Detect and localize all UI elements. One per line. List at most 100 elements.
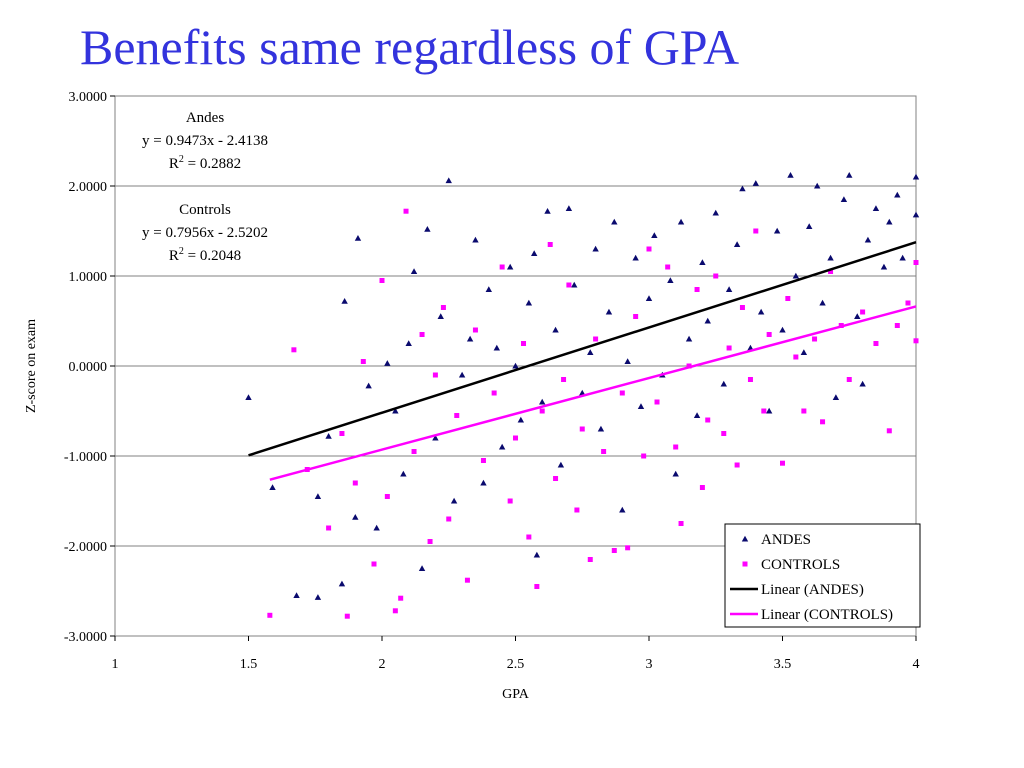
controls-point	[419, 332, 425, 337]
andes-point	[565, 205, 573, 212]
andes-point	[571, 281, 578, 288]
andes-point	[445, 177, 452, 184]
trendlines	[248, 241, 917, 481]
andes-point	[725, 286, 733, 293]
controls-point	[291, 347, 297, 353]
x-tick-label: 3	[646, 657, 653, 672]
regression-annotation: Andes y = 0.9473x - 2.4138 R2 = 0.2882	[142, 110, 268, 172]
andes-point	[539, 398, 546, 405]
andes-point	[814, 182, 821, 189]
andes-point	[624, 358, 631, 365]
andes-point	[525, 299, 533, 306]
andes-point	[506, 263, 514, 270]
legend-item: Linear (CONTROLS)	[730, 607, 893, 623]
controls-point	[526, 534, 532, 540]
controls-point	[734, 462, 740, 468]
andes-point	[720, 380, 727, 387]
annotation-r-squared: R2 = 0.2048	[169, 246, 241, 264]
controls-point	[379, 278, 385, 283]
andes-point	[365, 382, 372, 389]
controls-point	[654, 399, 660, 405]
andes-point	[512, 362, 519, 369]
series-controls	[267, 208, 919, 619]
x-tick-label: 4	[913, 657, 920, 672]
controls-point	[440, 305, 446, 310]
y-axis-title: Z-score on exam	[24, 319, 39, 413]
y-tick-label: 2.0000	[69, 180, 108, 195]
andes-point	[912, 173, 920, 180]
andes-point	[557, 461, 565, 468]
controls-point	[371, 561, 377, 567]
andes-point	[637, 403, 645, 410]
andes-point	[840, 196, 848, 203]
andes-point	[792, 272, 800, 279]
axes: 3.0000 2.0000 1.0000 0.0000 -1.0000 -2.0000 -3…	[64, 90, 920, 672]
andes-point	[338, 580, 346, 587]
controls-point	[665, 264, 671, 270]
andes-point	[592, 245, 599, 252]
andes-point	[605, 308, 613, 315]
controls-point	[780, 460, 785, 466]
legend-item: CONTROLS	[742, 557, 840, 573]
andes-point	[450, 497, 458, 504]
controls-point	[646, 246, 652, 252]
andes-point	[733, 241, 741, 248]
andes-point	[405, 340, 412, 347]
controls-point	[905, 300, 911, 306]
andes-point	[269, 484, 276, 491]
legend-triangle-icon	[741, 535, 749, 542]
andes-point	[872, 205, 880, 212]
controls-point	[352, 480, 358, 486]
legend-item: Linear (ANDES)	[730, 582, 864, 598]
controls-point	[384, 494, 390, 499]
andes-point	[806, 223, 813, 230]
controls-point	[766, 332, 772, 337]
andes-point	[672, 470, 679, 477]
controls-point	[579, 426, 585, 432]
andes-point	[587, 349, 594, 356]
andes-point	[693, 412, 701, 419]
trendline-andes	[248, 241, 917, 457]
y-tick-label: -2.0000	[64, 540, 107, 555]
legend-square-icon	[742, 561, 748, 567]
andes-point	[912, 211, 920, 218]
controls-point	[472, 327, 478, 333]
controls-point	[694, 287, 700, 292]
andes-point	[373, 524, 380, 531]
controls-point	[398, 595, 404, 601]
andes-point	[314, 493, 322, 500]
controls-point	[860, 309, 866, 315]
controls-point	[633, 314, 639, 319]
andes-point	[314, 594, 322, 600]
andes-point	[611, 218, 618, 225]
andes-point	[392, 407, 399, 414]
andes-point	[458, 371, 466, 378]
controls-point	[534, 584, 540, 589]
andes-point	[597, 425, 605, 432]
controls-point	[553, 476, 559, 481]
andes-point	[354, 235, 362, 241]
y-tick-label: 0.0000	[69, 360, 108, 375]
andes-point	[410, 268, 418, 275]
controls-point	[747, 377, 753, 382]
controls-point	[547, 242, 553, 247]
controls-point	[480, 458, 486, 463]
andes-point	[432, 434, 439, 441]
andes-point	[424, 226, 431, 232]
andes-point	[864, 236, 872, 243]
controls-point	[894, 323, 900, 328]
controls-point	[678, 521, 684, 526]
controls-point	[392, 608, 398, 614]
chart-legend: ANDES CONTROLS Linear (ANDES) Linear (CONTR…	[724, 523, 921, 628]
legend-label: CONTROLS	[761, 557, 840, 573]
andes-point	[894, 191, 901, 198]
controls-point	[432, 372, 438, 378]
andes-point	[472, 236, 479, 243]
x-tick-label: 1.5	[240, 657, 258, 672]
controls-point	[726, 345, 732, 351]
andes-point	[800, 349, 808, 356]
andes-point	[752, 180, 759, 186]
regression-annotation: Controls y = 0.7956x - 2.5202 R2 = 0.2048	[142, 202, 268, 264]
legend-box	[724, 523, 921, 628]
y-tick-label: 3.0000	[69, 90, 108, 105]
